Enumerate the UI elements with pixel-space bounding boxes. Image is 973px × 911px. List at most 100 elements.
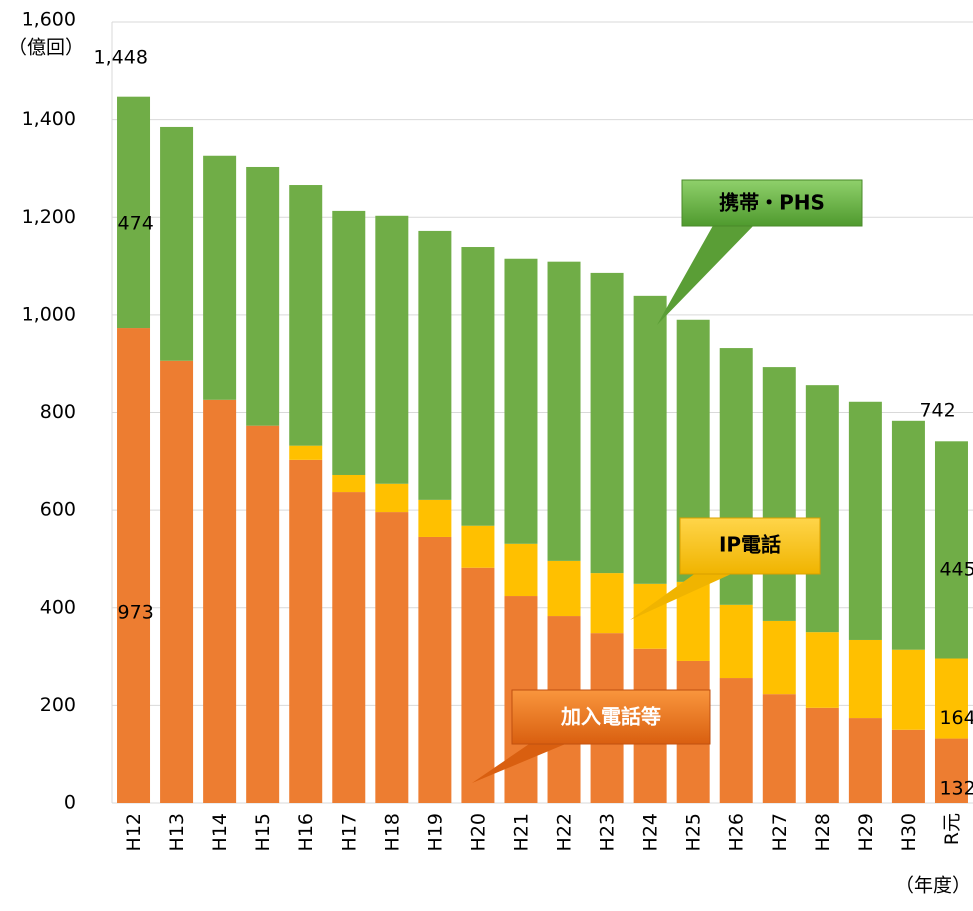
bar-segment <box>891 729 925 803</box>
x-tick-label: H14 <box>209 813 231 851</box>
bar-segment <box>461 525 495 568</box>
bar-segment <box>805 707 839 803</box>
x-tick-label: H13 <box>166 813 188 851</box>
callout-mobile: 携帯・PHS <box>657 179 863 325</box>
y-tick-label: 600 <box>40 499 76 521</box>
bar-segment <box>117 96 151 329</box>
bar-segment <box>590 272 624 574</box>
bar-segment <box>934 441 968 659</box>
callout-label: 携帯・PHS <box>719 191 825 215</box>
bar-segment <box>418 536 452 803</box>
bar-segment <box>504 258 538 544</box>
bar-segment <box>547 560 581 617</box>
bar-segment <box>461 247 495 526</box>
bar-segment <box>762 694 796 803</box>
bar-segment <box>160 126 194 361</box>
data-label: 164 <box>939 707 973 729</box>
y-tick-label: 800 <box>40 401 76 423</box>
x-tick-label: H17 <box>338 813 360 851</box>
bar-segment <box>289 445 323 460</box>
bar-segment <box>934 658 968 739</box>
y-tick-label: 200 <box>40 694 76 716</box>
bar-segment <box>203 155 237 400</box>
bar-segment <box>332 492 366 803</box>
bar-segment <box>332 210 366 475</box>
x-tick-label: H30 <box>898 813 920 851</box>
x-unit-label: （年度） <box>895 875 971 897</box>
callout-tail <box>472 740 575 783</box>
callout-tail <box>630 570 740 620</box>
x-tick-label: H12 <box>123 813 145 851</box>
bar-segment <box>289 185 323 446</box>
bar-segment <box>461 567 495 803</box>
plot: 0 200 400 600 800 1,000 1,200 1,400 1,600 973 474 H… <box>22 9 973 851</box>
callout-fixed: 加入電話等 <box>472 689 711 783</box>
bar-segment <box>332 474 366 493</box>
bar-segment <box>934 738 968 803</box>
bar-segment <box>719 678 753 803</box>
bar-segment <box>891 649 925 730</box>
bar-segment <box>805 385 839 633</box>
x-tick-label: H25 <box>683 813 705 851</box>
bar-segment <box>848 639 882 719</box>
bar-segment <box>848 718 882 803</box>
x-tick-label: H29 <box>855 813 877 851</box>
y-tick-label: 400 <box>40 596 76 618</box>
bar-segment <box>590 573 624 634</box>
total-label: 1,448 <box>94 47 148 69</box>
bar-segment <box>418 230 452 500</box>
callout-box <box>511 689 711 745</box>
bar-segment <box>117 328 151 803</box>
x-tick-label: H21 <box>510 813 532 851</box>
x-tick-label: H20 <box>467 813 489 851</box>
callout-label: 加入電話等 <box>560 705 661 729</box>
callout-label: IP電話 <box>719 533 781 557</box>
bar-segment <box>375 215 409 484</box>
bar-segment <box>633 295 667 584</box>
data-label: 132 <box>939 777 973 799</box>
x-tick-label: H18 <box>381 813 403 851</box>
y-tick-label: 1,600 <box>22 9 76 31</box>
data-label: 445 <box>939 558 973 580</box>
x-tick-label: H27 <box>769 813 791 851</box>
x-tick-label: H26 <box>726 813 748 851</box>
x-tick-label: H28 <box>812 813 834 851</box>
y-unit-label: （億回） <box>8 37 84 59</box>
callout-box <box>681 179 863 227</box>
x-tick-label: H22 <box>554 813 576 851</box>
x-tick-label: H15 <box>252 813 274 851</box>
bar-segment <box>547 261 581 561</box>
bar-segment <box>762 367 796 621</box>
callout-tail <box>657 222 757 325</box>
x-tick-label: H16 <box>295 813 317 851</box>
bar-segment <box>203 399 237 803</box>
x-tick-label: H24 <box>640 813 662 851</box>
bar-segment <box>160 360 194 803</box>
bar-segment <box>246 166 280 426</box>
bar-segment <box>504 543 538 597</box>
data-label: 474 <box>118 212 154 234</box>
x-tick-label: H19 <box>424 813 446 851</box>
bar-segment <box>633 583 667 649</box>
bar-segment <box>375 483 409 513</box>
x-tick-label: H23 <box>597 813 619 851</box>
total-label: 742 <box>919 399 955 421</box>
x-tick-label: R元 <box>941 813 963 845</box>
bar-segment <box>805 632 839 708</box>
y-tick-label: 1,400 <box>22 108 76 130</box>
callout-box <box>679 517 821 575</box>
bar-segment <box>762 620 796 695</box>
data-label: 973 <box>118 602 154 624</box>
bar-segment <box>375 512 409 803</box>
bar-segment <box>848 401 882 640</box>
bar-segment <box>418 499 452 537</box>
bar-segment <box>719 604 753 679</box>
y-tick-label: 0 <box>64 792 76 814</box>
bar-segment <box>891 420 925 650</box>
bar-segment <box>289 459 323 803</box>
y-tick-label: 1,000 <box>22 303 76 325</box>
bar-segment <box>246 425 280 803</box>
y-tick-label: 1,200 <box>22 206 76 228</box>
callout-ip: IP電話 <box>630 517 821 620</box>
